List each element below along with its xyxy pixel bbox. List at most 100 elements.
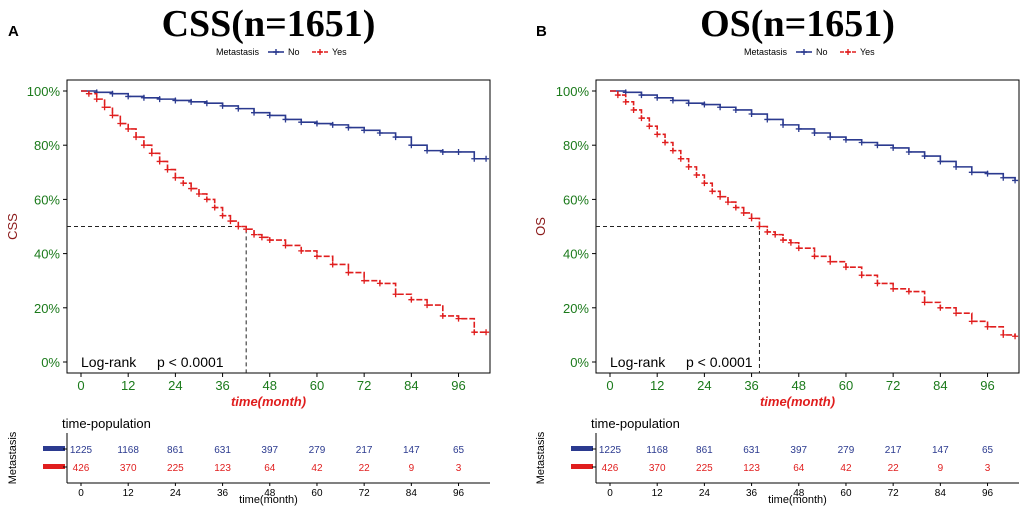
censor-mark-yes <box>235 223 242 230</box>
risk-table-title: time-population <box>62 416 151 431</box>
censor-mark-no <box>717 104 724 111</box>
censor-mark-no <box>408 142 415 149</box>
x-tick-label: 96 <box>451 378 465 393</box>
censor-mark-no <box>140 94 147 101</box>
censor-mark-yes <box>630 106 637 113</box>
risk-table-cell: 9 <box>409 463 415 474</box>
censor-mark-yes <box>313 253 320 260</box>
censor-mark-no <box>827 134 834 141</box>
censor-mark-yes <box>251 231 258 238</box>
risk-table-cell: 64 <box>793 463 805 474</box>
risk-table-cell: 22 <box>888 463 900 474</box>
censor-mark-yes <box>140 142 147 149</box>
risk-table-cell: 1225 <box>599 445 622 456</box>
x-tick-label: 12 <box>650 378 664 393</box>
censor-mark-no <box>842 136 849 143</box>
logrank-label: Log-rank <box>610 354 666 370</box>
censor-mark-yes <box>724 199 731 206</box>
censor-mark-yes <box>717 193 724 200</box>
risk-table-cell: 217 <box>356 445 373 456</box>
risk-table-x-tick-label: 12 <box>123 488 135 499</box>
censor-mark-no <box>1012 177 1019 184</box>
risk-table-swatch-yes <box>43 464 65 469</box>
legend-cross-icon <box>317 49 323 55</box>
risk-table-x-tick-label: 24 <box>699 488 711 499</box>
risk-table-x-tick-label: 60 <box>311 488 323 499</box>
risk-table-cell: 631 <box>743 445 760 456</box>
censor-mark-yes <box>282 242 289 249</box>
y-tick-label: 20% <box>563 301 589 316</box>
censor-mark-yes <box>133 134 140 141</box>
censor-mark-yes <box>392 291 399 298</box>
risk-table-x-tick-label: 48 <box>264 488 276 499</box>
censor-mark-yes <box>756 223 763 230</box>
y-axis-label: CSS <box>5 213 20 240</box>
risk-table-x-tick-label: 12 <box>652 488 664 499</box>
censor-mark-yes <box>180 180 187 187</box>
censor-mark-no <box>921 153 928 160</box>
risk-table-cell: 147 <box>932 445 949 456</box>
censor-mark-yes <box>701 180 708 187</box>
risk-table-swatch-no <box>571 446 593 451</box>
risk-table-x-tick-label: 36 <box>746 488 758 499</box>
x-tick-label: 60 <box>839 378 853 393</box>
censor-mark-yes <box>732 204 739 211</box>
risk-table-y-axis-label: Metastasis <box>7 431 19 484</box>
censor-mark-yes <box>227 218 234 225</box>
censor-mark-no <box>298 119 305 126</box>
censor-mark-yes <box>219 212 226 219</box>
censor-mark-no <box>780 121 787 128</box>
censor-mark-yes <box>953 310 960 317</box>
censor-mark-no <box>282 116 289 123</box>
risk-table-cell: 147 <box>403 445 420 456</box>
series-line-yes <box>610 90 1016 337</box>
panel-label: B <box>536 23 547 40</box>
censor-mark-yes <box>408 296 415 303</box>
censor-mark-yes <box>211 204 218 211</box>
censor-mark-no <box>251 109 258 116</box>
risk-table-cell: 64 <box>264 463 276 474</box>
censor-mark-yes <box>709 188 716 195</box>
y-tick-label: 80% <box>34 138 60 153</box>
series-line-yes <box>81 90 487 333</box>
censor-mark-yes <box>298 247 305 254</box>
chart-title: CSS(n=1651) <box>162 3 376 45</box>
censor-mark-yes <box>669 147 676 154</box>
y-tick-label: 0% <box>570 355 589 370</box>
censor-mark-yes <box>439 312 446 319</box>
x-tick-label: 96 <box>980 378 994 393</box>
legend-cross-icon <box>273 49 279 55</box>
censor-mark-no <box>345 124 352 131</box>
censor-mark-no <box>874 142 881 149</box>
y-tick-label: 40% <box>563 247 589 262</box>
risk-table-cell: 1168 <box>117 445 139 456</box>
censor-mark-no <box>764 116 771 123</box>
censor-mark-no <box>203 100 210 107</box>
censor-mark-yes <box>772 231 779 238</box>
risk-table-x-tick-label: 96 <box>453 488 465 499</box>
censor-mark-yes <box>1012 333 1019 340</box>
risk-table-x-tick-label: 48 <box>793 488 805 499</box>
censor-mark-no <box>266 112 273 119</box>
censor-mark-no <box>156 96 163 103</box>
censor-mark-no <box>795 125 802 132</box>
risk-table-cell: 370 <box>120 463 137 474</box>
risk-table-cell: 225 <box>167 463 184 474</box>
censor-mark-no <box>361 127 368 134</box>
censor-mark-no <box>219 102 226 109</box>
risk-table-cell: 397 <box>790 445 807 456</box>
censor-mark-yes <box>842 264 849 271</box>
censor-mark-yes <box>258 234 265 241</box>
risk-table-cell: 370 <box>649 463 666 474</box>
censor-mark-no <box>313 120 320 127</box>
risk-table-cell: 123 <box>743 463 760 474</box>
censor-mark-yes <box>622 98 629 105</box>
censor-mark-yes <box>203 196 210 203</box>
risk-table-cell: 3 <box>456 463 462 474</box>
censor-mark-yes <box>811 253 818 260</box>
censor-mark-yes <box>266 237 273 244</box>
censor-mark-yes <box>764 228 771 235</box>
legend-title: Metastasis <box>744 47 788 57</box>
censor-mark-yes <box>376 280 383 287</box>
censor-mark-no <box>455 148 462 155</box>
